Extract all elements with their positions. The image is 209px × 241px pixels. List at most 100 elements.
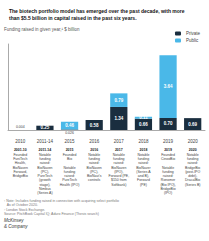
svg-text:PureTech: PureTech [62, 178, 77, 183]
svg-text:Nimbus: Nimbus [39, 187, 51, 192]
svg-text:(Series A: (Series A [136, 169, 151, 174]
svg-text:0.79: 0.79 [114, 98, 123, 103]
svg-text:funding: funding [113, 156, 125, 161]
svg-text:BioNavi's: BioNavi's [86, 174, 102, 179]
svg-text:¹ Note: Includes funding raise: ¹ Note: Includes funding raised in conne… [4, 199, 119, 204]
svg-text:and B),: and B), [137, 174, 150, 179]
svg-text:funding: funding [88, 156, 100, 161]
svg-text:Health,: Health, [14, 161, 26, 166]
svg-text:Founded: Founded [62, 152, 77, 157]
svg-text:2015: 2015 [66, 148, 74, 152]
svg-text:(Series A): (Series A) [37, 191, 52, 195]
svg-text:than $5.5 billion in capital r: than $5.5 billion in capital raised in t… [9, 15, 137, 21]
svg-text:Public: Public [186, 38, 199, 43]
svg-text:0.69: 0.69 [188, 122, 197, 127]
svg-text:raised:: raised: [64, 174, 75, 179]
svg-text:PureTech: PureTech [37, 174, 53, 179]
svg-text:2019: 2019 [163, 139, 174, 144]
svg-text:Founded: Founded [13, 152, 28, 157]
svg-text:raised:: raised: [39, 161, 51, 166]
svg-text:funding: funding [39, 156, 51, 161]
svg-text:BioNaver: BioNaver [136, 165, 151, 170]
svg-text:(growth: (growth [39, 178, 51, 183]
svg-text:0.66: 0.66 [139, 122, 148, 127]
svg-text:BridgeBio: BridgeBio [13, 174, 28, 178]
svg-text:2001-10: 2001-10 [14, 148, 27, 152]
svg-text:(Series B): (Series B) [185, 183, 201, 187]
svg-text:funding: funding [162, 169, 174, 174]
svg-text:Notable: Notable [88, 152, 101, 157]
svg-text:& Company: & Company [4, 224, 28, 229]
svg-text:Notable: Notable [137, 152, 150, 157]
svg-text:Notable: Notable [162, 165, 175, 170]
svg-text:BioNaven: BioNaven [111, 165, 127, 170]
svg-text:BridgeBio: BridgeBio [160, 187, 176, 192]
svg-text:1.34: 1.34 [114, 116, 123, 121]
svg-text:DracalBio: DracalBio [185, 178, 201, 183]
svg-text:2016: 2016 [90, 148, 98, 152]
svg-text:2018: 2018 [140, 148, 148, 152]
svg-text:BioNaven: BioNaven [86, 165, 102, 170]
svg-text:0.026: 0.026 [65, 131, 74, 135]
svg-text:Funding raised in given year,¹: Funding raised in given year,¹ $ billion [4, 27, 80, 32]
svg-text:(IPO): (IPO) [164, 191, 172, 195]
svg-text:0.25: 0.25 [41, 125, 50, 130]
svg-text:raised:: raised: [88, 161, 100, 166]
svg-text:BioNaven: BioNaven [37, 165, 53, 170]
svg-text:Notable: Notable [186, 152, 199, 157]
svg-text:$150 from: $150 from [110, 178, 127, 183]
svg-text:2015: 2015 [65, 139, 76, 144]
svg-text:2020: 2020 [189, 148, 197, 152]
svg-text:Health (IPO): Health (IPO) [60, 183, 79, 187]
svg-text:Forward: Forward [137, 178, 150, 183]
svg-text:Source: PitchBook Capital IQ;: Source: PitchBook Capital IQ; Aduro Fina… [4, 212, 99, 216]
svg-text:raised:: raised: [138, 161, 149, 166]
svg-text:2017: 2017 [114, 139, 125, 144]
svg-text:0.11: 0.11 [139, 115, 148, 120]
svg-text:Forward,: Forward, [13, 169, 28, 174]
svg-text:funding: funding [137, 156, 150, 161]
svg-text:Softbank): Softbank) [111, 183, 126, 187]
svg-text:0.46: 0.46 [65, 123, 74, 128]
svg-text:(PE): (PE) [140, 183, 147, 187]
svg-text:Founded: Founded [161, 152, 175, 157]
svg-text:controls: controls [88, 178, 101, 182]
svg-text:McKinsey: McKinsey [4, 218, 24, 223]
svg-text:debt),: debt), [188, 174, 198, 179]
svg-text:Forward (PE,: Forward (PE, [108, 174, 130, 179]
svg-text:0.70: 0.70 [164, 121, 173, 126]
svg-text:(IPO),: (IPO), [114, 169, 124, 174]
svg-text:stage),: stage), [39, 182, 51, 187]
svg-text:(PC),: (PC), [40, 169, 49, 174]
svg-text:Private: Private [186, 31, 201, 36]
svg-text:(Bio IPO),: (Bio IPO), [160, 182, 176, 187]
svg-text:2010: 2010 [15, 139, 26, 144]
svg-text:Notable: Notable [112, 152, 125, 157]
svg-text:2019: 2019 [164, 148, 172, 152]
svg-text:BridgeBio: BridgeBio [185, 165, 201, 170]
svg-text:FuniTech: FuniTech [13, 156, 28, 161]
svg-text:funding: funding [63, 169, 76, 174]
svg-text:0.004: 0.004 [16, 125, 25, 129]
svg-text:The biotech portfolio model ha: The biotech portfolio model has emerged … [9, 8, 185, 14]
svg-text:2016: 2016 [89, 139, 100, 144]
svg-text:CinooBio: CinooBio [161, 157, 175, 161]
svg-text:(PC),: (PC), [90, 169, 99, 174]
svg-text:0.58: 0.58 [90, 123, 99, 128]
svg-text:2018: 2018 [138, 139, 149, 144]
svg-text:(post-IPO: (post-IPO [185, 169, 201, 174]
svg-text:BioNaven: BioNaven [12, 165, 28, 170]
svg-text:3.64: 3.64 [164, 84, 173, 89]
svg-text:raised:: raised: [113, 161, 125, 166]
svg-text:funding: funding [186, 156, 199, 161]
svg-text:2011-14: 2011-14 [39, 148, 52, 152]
svg-text:Ronomer: Ronomer [160, 178, 176, 183]
svg-text:Notable: Notable [63, 165, 76, 170]
svg-text:2017: 2017 [115, 148, 123, 152]
svg-text:raised:: raised: [187, 161, 198, 166]
svg-text:Bio: Bio [67, 157, 72, 161]
svg-text:2011-14: 2011-14 [37, 139, 54, 144]
svg-text:2020: 2020 [188, 139, 199, 144]
svg-text:Notable: Notable [38, 152, 51, 157]
svg-text:raised:: raised: [162, 174, 174, 179]
